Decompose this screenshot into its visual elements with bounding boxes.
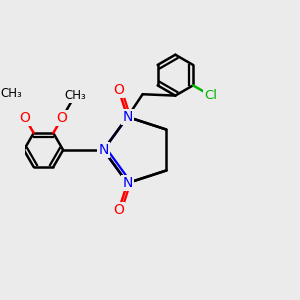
Text: N: N bbox=[122, 110, 133, 124]
Text: O: O bbox=[113, 83, 124, 97]
Text: CH₃: CH₃ bbox=[64, 89, 86, 102]
Text: O: O bbox=[20, 111, 30, 125]
Text: O: O bbox=[113, 203, 124, 217]
Text: N: N bbox=[98, 143, 109, 157]
Text: N: N bbox=[122, 176, 133, 190]
Text: O: O bbox=[57, 111, 68, 125]
Text: Cl: Cl bbox=[204, 89, 217, 102]
Text: N: N bbox=[98, 143, 109, 157]
Text: CH₃: CH₃ bbox=[0, 87, 22, 100]
